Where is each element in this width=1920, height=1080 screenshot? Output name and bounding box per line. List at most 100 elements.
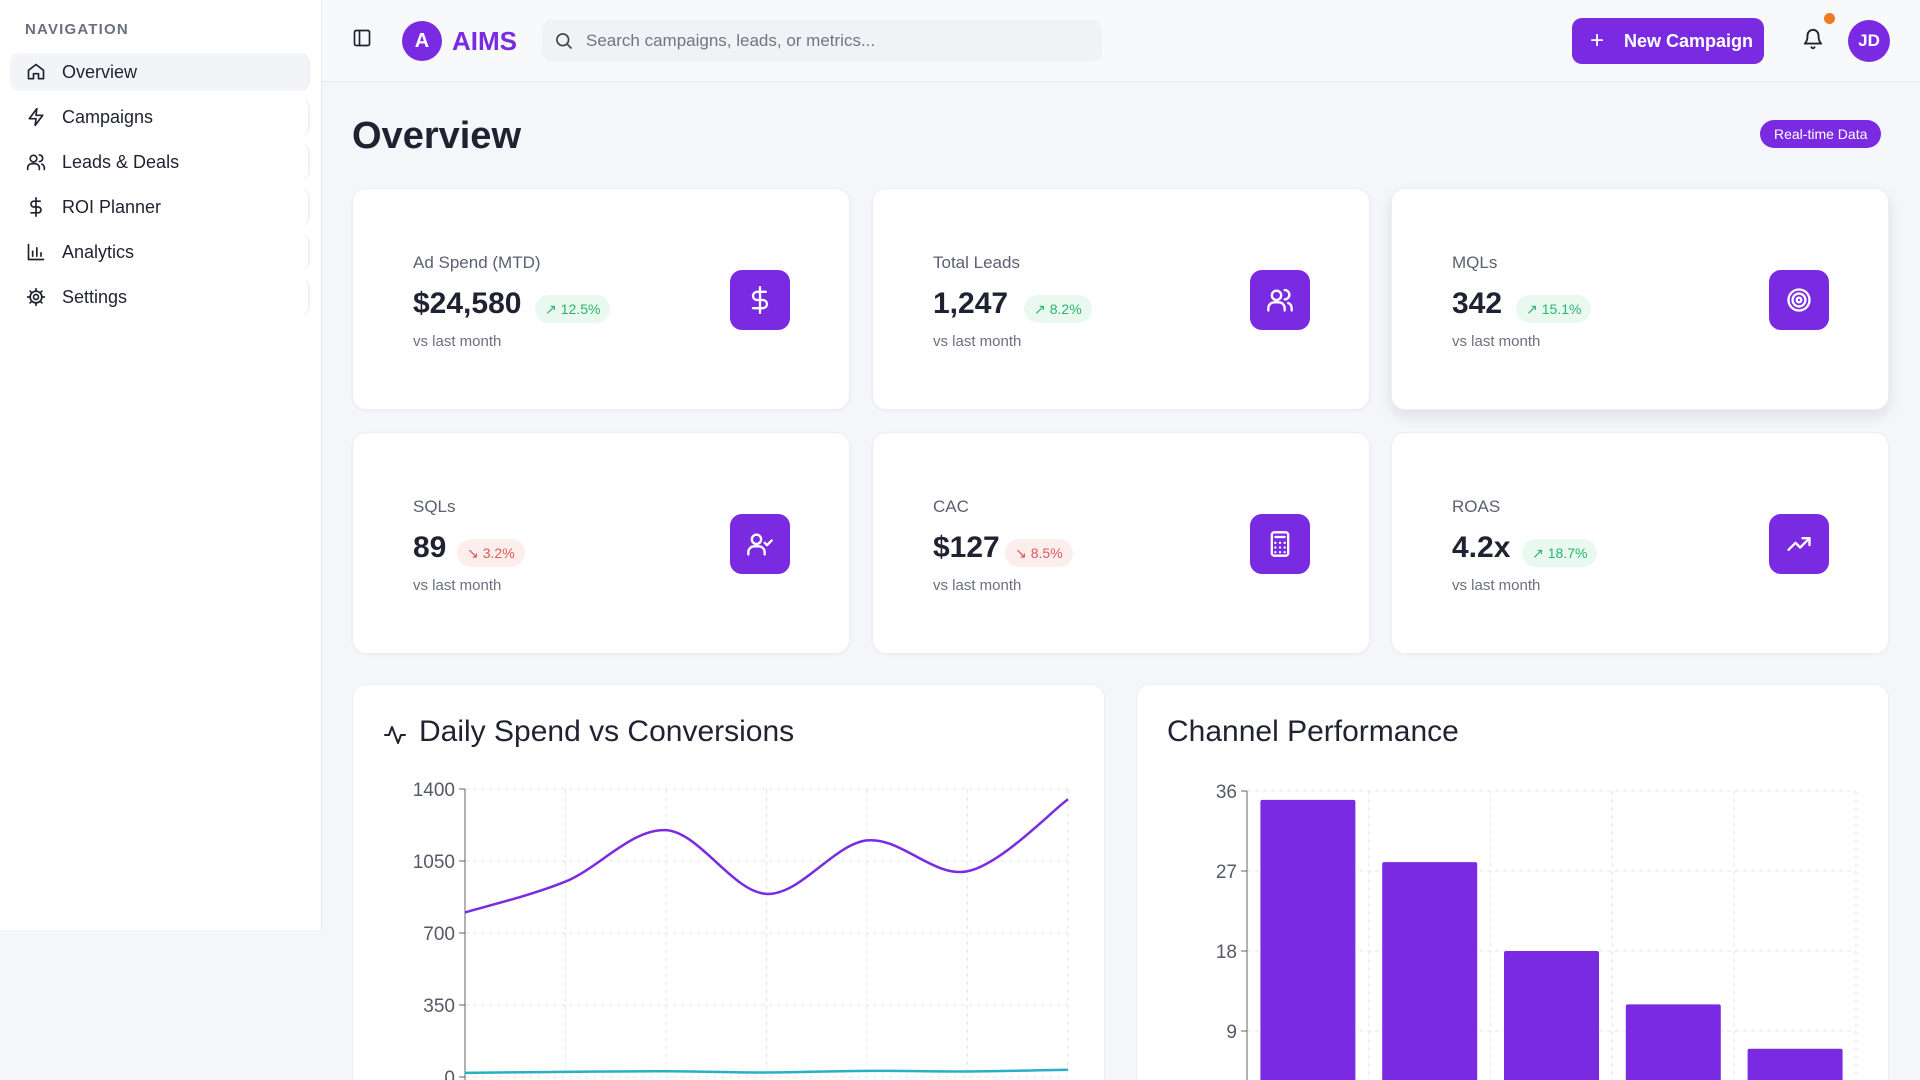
- y-tick-label: 27: [1216, 862, 1237, 883]
- kpi-value: 342: [1452, 287, 1503, 320]
- sidebar-item-roi-planner[interactable]: ROI Planner: [10, 188, 310, 226]
- sidebar-toggle-button[interactable]: [352, 28, 376, 52]
- kpi-label: SQLs: [413, 497, 456, 516]
- kpi-value: $24,580: [413, 287, 522, 320]
- sidebar: NAVIGATION Overview Campaigns Leads & De…: [0, 0, 322, 930]
- kpi-label: Total Leads: [933, 253, 1020, 272]
- kpi-delta: 12.5%: [560, 301, 601, 317]
- logo-badge: A: [402, 21, 442, 61]
- channel-performance-panel: Channel Performance 9 18 27 36: [1136, 684, 1889, 1080]
- y-tick-label: 36: [1216, 782, 1237, 803]
- sidebar-item-analytics[interactable]: Analytics: [10, 233, 310, 271]
- search-box: [542, 20, 1102, 62]
- trend-up-icon: ↗: [1526, 300, 1538, 317]
- kpi-sub: vs last month: [933, 577, 1022, 594]
- kpi-label: CAC: [933, 497, 969, 516]
- kpi-icon-box: [1769, 270, 1829, 330]
- bar-chart-icon: [27, 243, 45, 261]
- avatar[interactable]: JD: [1848, 20, 1890, 62]
- activity-icon: [384, 726, 406, 744]
- sidebar-item-label: Analytics: [62, 241, 135, 262]
- app-name: AIMS: [452, 26, 517, 56]
- bar: [1747, 1048, 1843, 1080]
- kpi-delta-badge: ↗ 8.2%: [1024, 295, 1092, 323]
- dollar-icon: [30, 197, 42, 217]
- bar: [1625, 1004, 1721, 1080]
- sidebar-item-label: Campaigns: [62, 106, 154, 127]
- kpi-delta: 3.2%: [482, 545, 515, 561]
- kpi-icon-box: [730, 514, 790, 574]
- nav-list: Overview Campaigns Leads & Deals ROI Pla…: [10, 53, 310, 323]
- kpi-value: $127: [933, 531, 1000, 564]
- bar: [1382, 862, 1478, 1080]
- dollar-icon: [751, 286, 769, 314]
- sidebar-item-settings[interactable]: Settings: [10, 278, 310, 316]
- kpi-card-mqls: MQLs 342 ↗ 15.1% vs last month: [1391, 188, 1889, 410]
- chart-title: Daily Spend vs Conversions: [419, 715, 795, 748]
- trend-down-icon: ↘: [1015, 544, 1027, 561]
- sidebar-item-label: Leads & Deals: [62, 151, 180, 172]
- kpi-value: 1,247: [933, 287, 1009, 320]
- lightning-icon: [28, 107, 44, 127]
- kpi-sub: vs last month: [413, 333, 502, 350]
- sidebar-item-overview[interactable]: Overview: [10, 53, 310, 91]
- trend-down-icon: ↘: [467, 544, 479, 561]
- users-icon: [26, 154, 46, 171]
- search-input[interactable]: [586, 31, 1066, 51]
- kpi-delta: 18.7%: [1547, 545, 1588, 561]
- users-icon: [1267, 288, 1293, 312]
- kpi-delta-badge: ↗ 12.5%: [535, 295, 611, 323]
- sidebar-item-label: ROI Planner: [62, 196, 162, 217]
- notification-dot: [1824, 13, 1835, 24]
- realtime-badge: Real-time Data: [1760, 120, 1882, 148]
- trending-up-icon: [1787, 537, 1811, 551]
- daily-spend-panel: Daily Spend vs Conversions 0 350 700 1050 14…: [352, 684, 1105, 1080]
- y-tick-label: 700: [423, 924, 455, 945]
- kpi-value: 4.2x: [1452, 531, 1511, 564]
- kpi-card-cac: CAC $127 ↘ 8.5% vs last month: [872, 432, 1370, 654]
- kpi-icon-box: [1250, 270, 1310, 330]
- kpi-icon-box: [1769, 514, 1829, 574]
- kpi-value: 89: [413, 531, 447, 564]
- sidebar-item-leads-deals[interactable]: Leads & Deals: [10, 143, 310, 181]
- trend-up-icon: ↗: [1532, 544, 1544, 561]
- search-icon: [556, 33, 573, 50]
- kpi-delta: 8.2%: [1049, 301, 1082, 317]
- kpi-icon-box: [1250, 514, 1310, 574]
- bell-icon: [1803, 29, 1823, 50]
- trend-up-icon: ↗: [1034, 300, 1046, 317]
- chart-title: Channel Performance: [1167, 715, 1459, 748]
- kpi-delta: 8.5%: [1030, 545, 1063, 561]
- kpi-icon-box: [730, 270, 790, 330]
- kpi-card-sqls: SQLs 89 ↘ 3.2% vs last month: [352, 432, 850, 654]
- kpi-card-roas: ROAS 4.2x ↗ 18.7% vs last month: [1391, 432, 1889, 654]
- kpi-sub: vs last month: [1452, 577, 1541, 594]
- sidebar-item-label: Settings: [62, 286, 128, 307]
- y-tick-label: 0: [444, 1068, 455, 1080]
- y-tick-label: 350: [423, 996, 455, 1017]
- page-title: Overview: [352, 115, 521, 157]
- trend-up-icon: ↗: [545, 300, 557, 317]
- y-tick-label: 1400: [413, 780, 455, 801]
- sidebar-item-label: Overview: [62, 61, 138, 82]
- bar-chart: 9 18 27 36: [1216, 782, 1857, 1080]
- bar: [1503, 951, 1600, 1080]
- kpi-delta-badge: ↗ 18.7%: [1522, 539, 1598, 567]
- sidebar-item-campaigns[interactable]: Campaigns: [10, 98, 310, 136]
- y-tick-label: 1050: [413, 852, 455, 873]
- kpi-label: ROAS: [1452, 497, 1501, 516]
- new-campaign-label: New Campaign: [1624, 30, 1754, 51]
- nav-heading: NAVIGATION: [25, 21, 129, 38]
- series-line-2: [464, 1068, 1069, 1075]
- y-tick-label: 18: [1216, 942, 1237, 963]
- kpi-card-total-leads: Total Leads 1,247 ↗ 8.2% vs last month: [872, 188, 1370, 410]
- bar: [1260, 799, 1356, 1080]
- new-campaign-button[interactable]: + New Campaign: [1572, 18, 1764, 64]
- y-tick-label: 9: [1226, 1022, 1237, 1043]
- series-line-1: [464, 798, 1069, 914]
- plus-icon: +: [1590, 27, 1605, 54]
- kpi-label: MQLs: [1452, 253, 1498, 272]
- panel-left-icon: [353, 29, 371, 47]
- kpi-delta: 15.1%: [1541, 301, 1582, 317]
- notifications-button[interactable]: [1802, 28, 1826, 52]
